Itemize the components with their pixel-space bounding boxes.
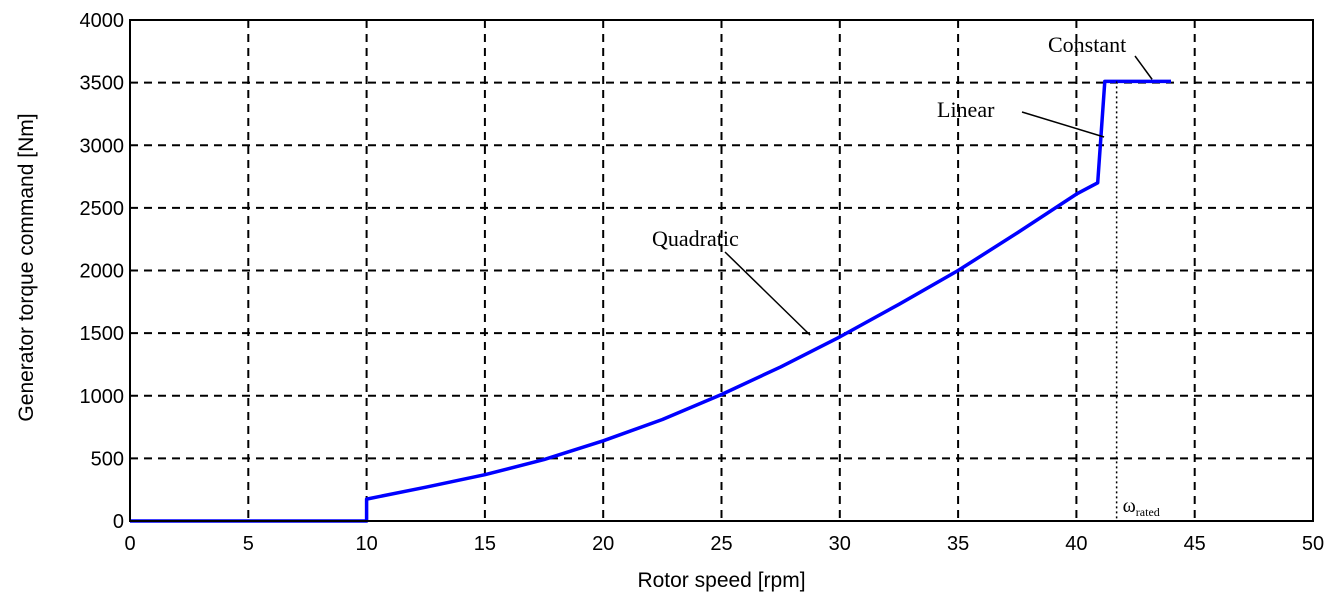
x-tick-label: 40 xyxy=(1065,533,1087,555)
x-tick-label: 0 xyxy=(124,533,135,555)
grid-lines xyxy=(130,20,1313,521)
y-tick-label: 2000 xyxy=(80,261,125,283)
y-tick-label: 500 xyxy=(91,448,124,470)
plot-frame xyxy=(129,19,1314,522)
constant-leader-line xyxy=(1134,55,1153,80)
linear-leader-line xyxy=(1021,111,1105,138)
series-line xyxy=(130,79,1171,523)
x-tick-label: 30 xyxy=(829,533,851,555)
x-tick-label: 35 xyxy=(947,533,969,555)
annotation-linear: Linear xyxy=(937,97,995,122)
x-tick-label: 5 xyxy=(243,533,254,555)
x-axis-label: Rotor speed [rpm] xyxy=(637,569,805,592)
rated-speed-label: ωrated xyxy=(1123,495,1160,519)
y-tick-label: 1500 xyxy=(80,323,125,345)
x-tick-label: 15 xyxy=(474,533,496,555)
series-layer xyxy=(130,79,1171,523)
y-tick-label: 2500 xyxy=(80,198,125,220)
x-tick-label: 50 xyxy=(1302,533,1324,555)
annotation-quadratic: Quadratic xyxy=(652,226,739,251)
x-tick-label: 10 xyxy=(355,533,377,555)
x-tick-label: 25 xyxy=(710,533,732,555)
y-tick-label: 4000 xyxy=(80,10,125,32)
x-tick-label: 45 xyxy=(1184,533,1206,555)
x-tick-label: 20 xyxy=(592,533,614,555)
annotation-constant: Constant xyxy=(1048,32,1126,57)
y-axis-label: Generator torque command [Nm] xyxy=(15,113,38,421)
annotation-layer: Quadratic Linear Constant ωrated xyxy=(652,32,1160,521)
y-tick-label: 1000 xyxy=(80,386,125,408)
y-tick-label: 0 xyxy=(113,511,124,533)
y-tick-label: 3500 xyxy=(80,73,125,95)
tick-labels: 0 5 10 15 20 25 30 35 40 45 5005001000150020002500… xyxy=(80,10,1325,555)
quadratic-leader-line xyxy=(724,251,811,336)
y-tick-label: 3000 xyxy=(80,135,125,157)
